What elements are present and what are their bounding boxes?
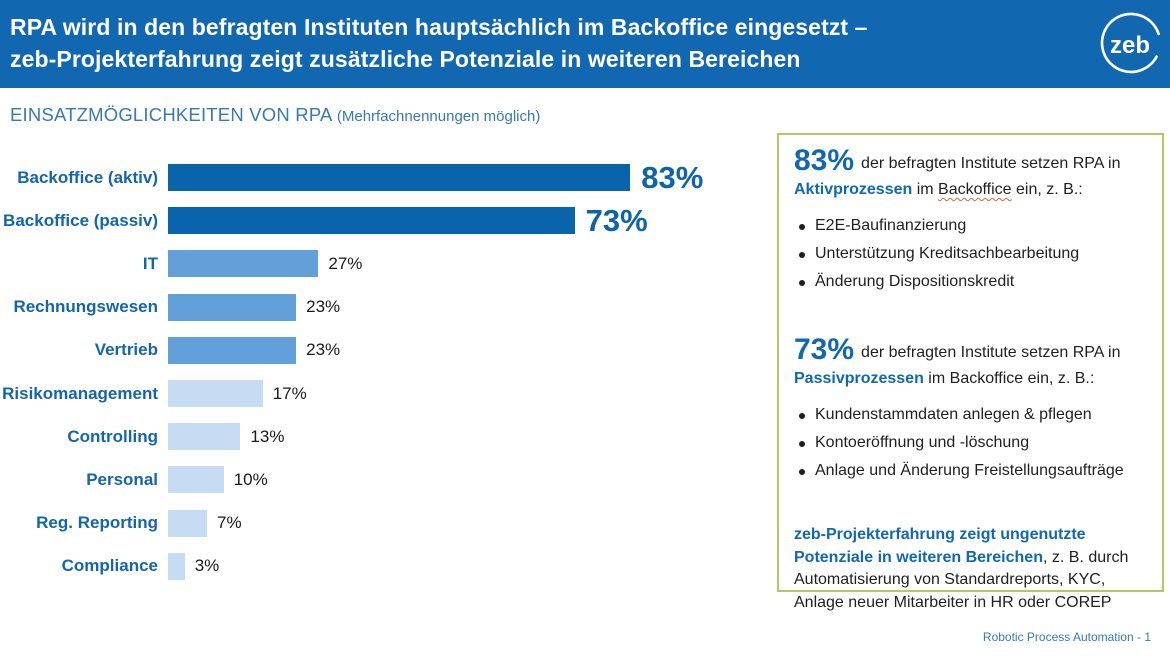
slide-header: RPA wird in den befragten Instituten hau… — [0, 0, 1170, 88]
bar-track: 3% — [168, 552, 775, 580]
bar-category-label: Risikomanagement — [2, 383, 158, 403]
bar-row: Vertrieb 23% — [0, 329, 775, 372]
bullet-list: Kundenstammdaten anlegen & pflegen Konto… — [794, 401, 1148, 485]
bar-track: 23% — [168, 293, 775, 321]
zeb-logo-icon: zeb — [1100, 12, 1160, 74]
bar-track: 73% — [168, 203, 775, 239]
bar — [168, 509, 207, 537]
bar-chart: Backoffice (aktiv) 83% Backoffice (passiv)… — [0, 156, 775, 588]
section-heading: 73% der befragten Institute setzen RPA in… — [794, 335, 1148, 392]
bar-row: Reg. Reporting 7% — [0, 502, 775, 545]
slide-title-line-2: zeb-Projekterfahrung zeigt zusätzliche P… — [10, 46, 801, 72]
bar-track: 83% — [168, 160, 775, 196]
bar-value-label: 27% — [328, 253, 363, 273]
percent-highlight: 83% — [794, 144, 855, 177]
bar — [168, 336, 297, 364]
bar-row: Risikomanagement 17% — [0, 372, 775, 415]
bar-track: 17% — [168, 380, 775, 408]
bullet-item: Kundenstammdaten anlegen & pflegen — [794, 401, 1148, 429]
chart-subtitle: (Mehrfachnennungen möglich) — [336, 108, 541, 125]
bar-category-label: Personal — [86, 469, 158, 489]
bar-value-label: 17% — [272, 383, 307, 403]
bar — [168, 293, 297, 321]
chart-title-main: EINSATZMÖGLICHKEITEN VON RPA — [10, 104, 332, 125]
bar-row: Backoffice (aktiv) 83% — [0, 156, 775, 199]
chart-title: EINSATZMÖGLICHKEITEN VON RPA (Mehrfachne… — [10, 104, 540, 126]
bullet-list: E2E-Baufinanzierung Unterstützung Kredit… — [794, 212, 1148, 296]
footer-page-label: Robotic Process Automation - 1 — [982, 630, 1151, 644]
section-term: Aktivprozessen — [794, 181, 913, 198]
note-bold-text: zeb-Projekterfahrung zeigt ungenutzte Po… — [794, 526, 1086, 566]
bar — [168, 380, 263, 408]
bar-value-label: 83% — [641, 159, 704, 195]
bullet-item: Kontoeröffnung und -löschung — [794, 429, 1148, 457]
bar-row: Compliance 3% — [0, 545, 775, 588]
zeb-logo-text: zeb — [1110, 32, 1150, 59]
bullet-item: Unterstützung Kreditsachbearbeitung — [794, 240, 1148, 268]
section-term: Passivprozessen — [794, 370, 924, 387]
bar-category-label: Reg. Reporting — [36, 513, 158, 533]
section-text: im — [912, 181, 939, 198]
bar-category-label: Controlling — [67, 426, 158, 446]
bar-value-label: 23% — [306, 297, 341, 317]
section-intro: der befragten Institute setzen RPA in — [861, 344, 1121, 361]
bar-value-label: 73% — [585, 202, 648, 238]
bar-track: 23% — [168, 336, 775, 364]
bar — [168, 552, 185, 580]
bullet-item: Änderung Dispositionskredit — [794, 268, 1148, 296]
bar — [168, 423, 241, 451]
panel-section-aktiv: 83% der befragten Institute setzen RPA in… — [794, 146, 1148, 296]
bar-category-label: Compliance — [61, 556, 158, 576]
bar-category-label: Vertrieb — [94, 340, 158, 360]
section-text: ein, z. B.: — [1023, 370, 1095, 387]
slide-title-line-1: RPA wird in den befragten Instituten hau… — [10, 14, 868, 40]
bar-value-label: 10% — [233, 469, 268, 489]
bar — [168, 164, 631, 192]
bar-category-label: IT — [142, 253, 158, 273]
bar-track: 10% — [168, 466, 775, 494]
bar-row: Backoffice (passiv) 73% — [0, 199, 775, 242]
bar-value-label: 3% — [194, 556, 220, 576]
bar — [168, 250, 319, 278]
panel-section-passiv: 73% der befragten Institute setzen RPA in… — [794, 335, 1148, 485]
note-rest-text: , z. B. durch Automatisierung von Standa… — [794, 548, 1129, 611]
bar-row: Controlling 13% — [0, 415, 775, 458]
bar — [168, 207, 575, 235]
panel-note: zeb-Projekterfahrung zeigt ungenutzte Po… — [794, 524, 1148, 614]
bullet-item: E2E-Baufinanzierung — [794, 212, 1148, 240]
bar-track: 13% — [168, 423, 775, 451]
bar-row: Rechnungswesen 23% — [0, 286, 775, 329]
bar-value-label: 23% — [306, 340, 341, 360]
section-text: Backoffice — [949, 370, 1024, 387]
bar-value-label: 7% — [216, 513, 242, 533]
bar-row: Personal 10% — [0, 458, 775, 501]
bar — [168, 466, 224, 494]
section-text: im — [923, 370, 950, 387]
percent-highlight: 73% — [794, 333, 855, 366]
bullet-item: Anlage und Änderung Freistellungsaufträg… — [794, 457, 1148, 485]
bar-category-label: Rechnungswesen — [13, 297, 158, 317]
section-text: ein, z. B.: — [1011, 181, 1083, 198]
bar-track: 27% — [168, 250, 775, 278]
bar-category-label: Backoffice (passiv) — [3, 210, 158, 230]
section-heading: 83% der befragten Institute setzen RPA in… — [794, 146, 1148, 203]
insight-panel: 83% der befragten Institute setzen RPA in… — [777, 133, 1164, 611]
bar-row: IT 27% — [0, 242, 775, 285]
bar-track: 7% — [168, 509, 775, 537]
spellchecked-word: Backoffice — [938, 181, 1012, 198]
slide-title: RPA wird in den befragten Instituten hau… — [10, 11, 868, 75]
section-intro: der befragten Institute setzen RPA in — [861, 155, 1121, 172]
bar-value-label: 13% — [250, 426, 285, 446]
bar-category-label: Backoffice (aktiv) — [17, 167, 158, 187]
